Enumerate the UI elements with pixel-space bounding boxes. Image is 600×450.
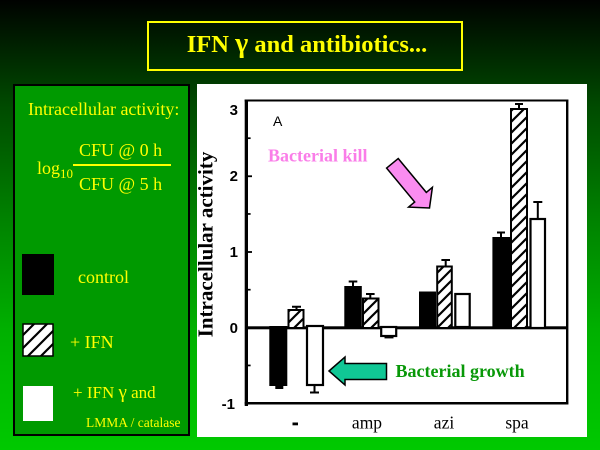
svg-text:2: 2 [230,168,238,185]
svg-text:azi: azi [434,413,455,433]
svg-text:Intracellular activity: Intracellular activity [197,151,218,337]
svg-text:1: 1 [230,244,238,261]
svg-text:spa: spa [505,413,529,433]
svg-text:A: A [273,113,283,129]
svg-text:amp: amp [352,413,382,433]
svg-text:Bacterial kill: Bacterial kill [268,146,367,166]
svg-text:0: 0 [230,320,238,337]
svg-text:3: 3 [230,102,238,119]
svg-text:Bacterial growth: Bacterial growth [396,361,525,381]
svg-text:-1: -1 [222,396,235,413]
